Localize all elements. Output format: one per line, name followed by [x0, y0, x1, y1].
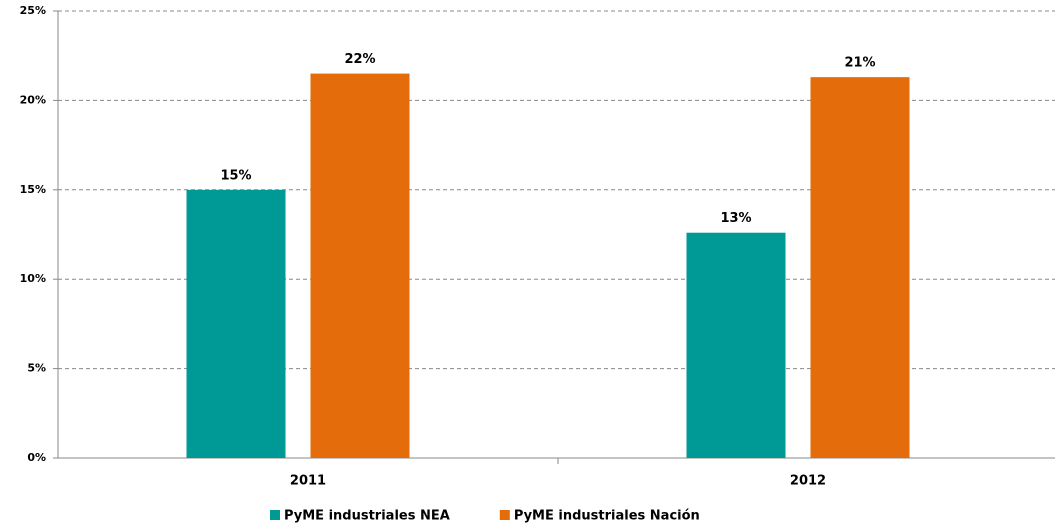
data-label: 22%: [344, 52, 375, 67]
data-label: 21%: [844, 56, 875, 71]
y-tick-label: 25%: [20, 4, 46, 17]
y-tick-label: 10%: [20, 272, 46, 285]
x-tick-label: 2011: [290, 474, 326, 489]
legend-swatch: [499, 510, 510, 520]
bar: [686, 232, 786, 458]
data-label: 13%: [720, 211, 751, 226]
legend-swatch: [270, 510, 280, 520]
bar: [810, 77, 910, 458]
y-tick-label: 15%: [20, 183, 46, 196]
y-tick-label: 0%: [27, 451, 46, 464]
bar: [186, 189, 286, 459]
legend-label: PyME industriales Nación: [514, 509, 700, 524]
data-label: 15%: [220, 168, 251, 183]
legend-label: PyME industriales NEA: [284, 509, 450, 524]
x-tick-label: 2012: [790, 474, 826, 489]
y-tick-label: 5%: [27, 362, 46, 375]
y-tick-label: 20%: [20, 93, 46, 106]
bar: [310, 73, 410, 458]
